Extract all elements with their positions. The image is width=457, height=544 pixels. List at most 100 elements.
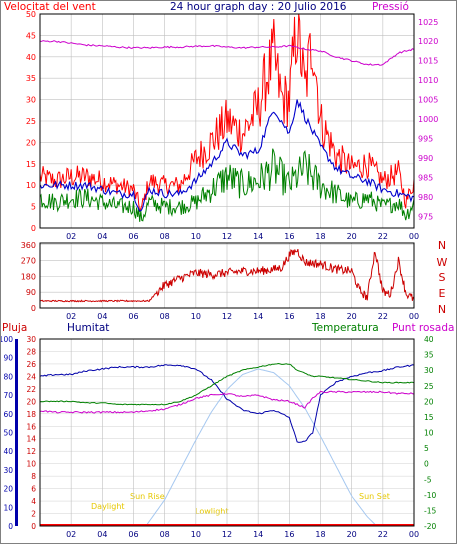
rain-y-tick-label: 24 bbox=[26, 372, 36, 381]
wind-y-tick-label: 40 bbox=[26, 53, 36, 62]
humidity-y-tick-label: 90 bbox=[3, 354, 13, 363]
wind-y-tick-label: 30 bbox=[26, 96, 36, 105]
lower-x-tick-label: 06 bbox=[128, 530, 138, 539]
pressure-y-tick-label: 1020 bbox=[418, 37, 438, 46]
lower-x-tick-label: 20 bbox=[347, 530, 357, 539]
temperature-y-tick-label: 10 bbox=[424, 429, 434, 438]
wind-average-line bbox=[39, 99, 415, 212]
direction-x-tick-label: 00 bbox=[409, 312, 419, 321]
dewpoint-line bbox=[39, 390, 415, 414]
wind-speed-label: Velocitat del vent bbox=[4, 1, 96, 13]
lower-x-tick-label: 00 bbox=[409, 530, 419, 539]
temperature-y-tick-label: 0 bbox=[424, 460, 429, 469]
wind-x-tick-label: 10 bbox=[191, 232, 201, 241]
compass-label-w: W bbox=[437, 256, 448, 269]
sun-set-label: Sun Set bbox=[359, 492, 390, 501]
wind-y-tick-label: 5 bbox=[31, 203, 36, 212]
lower-x-tick-label: 08 bbox=[160, 530, 170, 539]
wind-speed-line bbox=[39, 13, 415, 213]
temperature-y-tick-label: 25 bbox=[424, 382, 434, 391]
rain-label: Pluja bbox=[2, 322, 27, 334]
pressure-label: Pressió bbox=[372, 1, 409, 13]
humidity-y-tick-label: 100 bbox=[0, 335, 13, 344]
compass-label-n-bottom: N bbox=[438, 303, 446, 316]
lower-panel-frame bbox=[39, 338, 415, 527]
direction-x-tick-label: 20 bbox=[347, 312, 357, 321]
temperature-y-tick-label: 35 bbox=[424, 351, 434, 360]
solar-curve-line bbox=[145, 368, 377, 527]
direction-x-tick-label: 02 bbox=[66, 312, 76, 321]
rain-y-tick-label: 16 bbox=[26, 422, 36, 431]
pressure-y-tick-label: 1000 bbox=[418, 115, 438, 124]
rain-y-tick-label: 8 bbox=[31, 472, 36, 481]
wind-gust-line bbox=[39, 148, 415, 222]
humidity-y-tick-label: 20 bbox=[3, 485, 13, 494]
wind-x-tick-label: 06 bbox=[128, 232, 138, 241]
compass-label-e: E bbox=[439, 287, 446, 300]
wind-x-tick-label: 12 bbox=[222, 232, 232, 241]
humidity-y-tick-label: 40 bbox=[3, 447, 13, 456]
direction-x-tick-label: 18 bbox=[315, 312, 325, 321]
rain-y-tick-label: 22 bbox=[26, 385, 36, 394]
direction-x-tick-label: 04 bbox=[97, 312, 107, 321]
rain-y-tick-label: 18 bbox=[26, 410, 36, 419]
direction-x-tick-label: 12 bbox=[222, 312, 232, 321]
humidity-y-tick-label: 80 bbox=[3, 372, 13, 381]
lower-x-tick-label: 22 bbox=[378, 530, 388, 539]
wind-x-tick-label: 02 bbox=[66, 232, 76, 241]
rain-y-tick-label: 2 bbox=[31, 510, 36, 519]
temperature-y-tick-label: 5 bbox=[424, 444, 429, 453]
rain-y-tick-label: 30 bbox=[26, 335, 36, 344]
humidity-label: Humitat bbox=[67, 322, 109, 334]
temperature-label: Temperatura bbox=[311, 322, 379, 334]
humidity-line bbox=[39, 364, 415, 443]
wind-panel-frame bbox=[39, 13, 415, 229]
wind-x-tick-label: 16 bbox=[284, 232, 294, 241]
lowlight-label: Lowlight bbox=[195, 507, 228, 516]
pressure-y-tick-label: 980 bbox=[418, 193, 433, 202]
wind-x-tick-label: 00 bbox=[409, 232, 419, 241]
chart-title: 24 hour graph day : 20 Julio 2016 bbox=[170, 1, 347, 13]
humidity-y-tick-label: 30 bbox=[3, 466, 13, 475]
wind-y-tick-label: 50 bbox=[26, 10, 36, 19]
temperature-y-tick-label: 40 bbox=[424, 335, 434, 344]
humidity-axis-bar bbox=[15, 339, 18, 526]
humidity-y-tick-label: 70 bbox=[3, 391, 13, 400]
temperature-y-tick-label: -5 bbox=[424, 475, 432, 484]
lower-x-tick-label: 18 bbox=[315, 530, 325, 539]
pressure-line bbox=[39, 40, 415, 66]
direction-x-tick-label: 16 bbox=[284, 312, 294, 321]
direction-x-tick-label: 06 bbox=[128, 312, 138, 321]
lower-x-tick-label: 14 bbox=[253, 530, 263, 539]
rain-y-tick-label: 26 bbox=[26, 360, 36, 369]
pressure-y-tick-label: 1010 bbox=[418, 76, 438, 85]
direction-y-tick-label: 360 bbox=[21, 241, 36, 250]
direction-panel-frame bbox=[39, 242, 415, 309]
temperature-line bbox=[39, 362, 415, 406]
wind-x-tick-label: 04 bbox=[97, 232, 107, 241]
lower-x-tick-label: 04 bbox=[97, 530, 107, 539]
lower-x-tick-label: 02 bbox=[66, 530, 76, 539]
direction-x-tick-label: 14 bbox=[253, 312, 263, 321]
pressure-y-tick-label: 1015 bbox=[418, 57, 438, 66]
wind-y-tick-label: 35 bbox=[26, 74, 36, 83]
pressure-y-tick-label: 975 bbox=[418, 212, 433, 221]
wind-y-tick-label: 45 bbox=[26, 31, 36, 40]
temperature-y-tick-label: 30 bbox=[424, 366, 434, 375]
humidity-y-tick-label: 50 bbox=[3, 429, 13, 438]
rain-y-tick-label: 20 bbox=[26, 397, 36, 406]
lower-x-tick-label: 12 bbox=[222, 530, 232, 539]
rain-y-tick-label: 14 bbox=[26, 435, 36, 444]
temperature-y-tick-label: -15 bbox=[424, 506, 436, 515]
rain-y-tick-label: 10 bbox=[26, 460, 36, 469]
rain-y-tick-label: 6 bbox=[31, 485, 36, 494]
direction-y-tick-label: 270 bbox=[21, 257, 36, 266]
pressure-y-tick-label: 985 bbox=[418, 173, 433, 182]
pressure-y-tick-label: 1005 bbox=[418, 96, 438, 105]
dewpoint-label: Punt rosada bbox=[392, 322, 454, 334]
pressure-y-tick-label: 1025 bbox=[418, 18, 438, 27]
rain-y-tick-label: 4 bbox=[31, 497, 36, 506]
